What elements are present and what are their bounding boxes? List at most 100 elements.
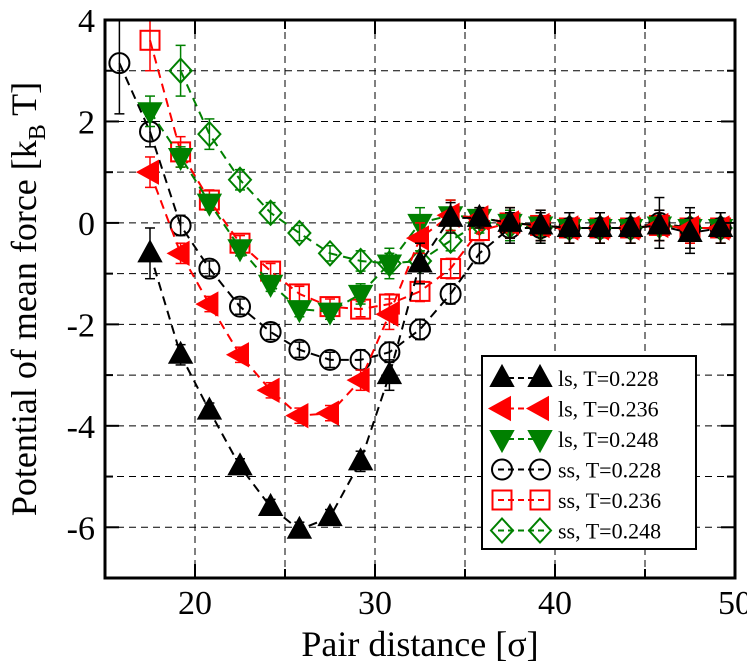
data-point xyxy=(135,159,159,185)
x-axis-title: Pair distance [σ] xyxy=(301,624,538,664)
y-tick-label: 0 xyxy=(78,206,95,243)
data-point xyxy=(646,211,673,235)
data-point xyxy=(195,291,219,317)
data-point xyxy=(376,361,403,385)
legend-entry-5: ss, T=0.248 xyxy=(489,517,661,544)
data-point xyxy=(347,284,374,309)
data-point xyxy=(288,338,311,361)
data-point xyxy=(468,242,491,265)
legend-label: ls, T=0.248 xyxy=(558,427,659,452)
data-point xyxy=(108,52,131,75)
data-point xyxy=(409,318,431,341)
data-point xyxy=(137,102,163,126)
series-5 xyxy=(168,44,733,277)
data-point xyxy=(198,257,221,280)
data-point xyxy=(169,214,192,237)
data-point xyxy=(438,227,463,255)
series-layer xyxy=(108,20,734,539)
legend-marker xyxy=(527,363,553,387)
legend-entry-4: ss, T=0.236 xyxy=(491,488,661,513)
data-point xyxy=(196,396,223,420)
y-tick-label: -4 xyxy=(67,409,95,446)
data-point xyxy=(617,213,644,237)
legend-label: ss, T=0.228 xyxy=(558,458,661,483)
legend-marker xyxy=(489,430,515,454)
legend-marker xyxy=(525,395,549,422)
data-point xyxy=(346,367,370,393)
data-point xyxy=(317,302,343,326)
data-point xyxy=(315,400,339,426)
data-point xyxy=(227,452,253,476)
data-point xyxy=(258,199,283,227)
y-tick-label: 4 xyxy=(78,3,95,40)
data-point xyxy=(227,166,253,194)
legend-marker xyxy=(489,517,515,544)
legend-entry-2: ls, T=0.248 xyxy=(489,427,659,454)
data-point xyxy=(317,503,343,527)
data-point xyxy=(375,301,399,327)
legend-label: ss, T=0.248 xyxy=(558,519,661,544)
data-point xyxy=(407,249,433,273)
data-point xyxy=(376,254,403,278)
data-point xyxy=(497,208,523,232)
data-point xyxy=(167,340,194,364)
legend: ls, T=0.228 ls, T=0.236 ls, T=0.248 ss, T=0… xyxy=(481,355,697,550)
data-point xyxy=(166,240,190,267)
data-point xyxy=(319,348,341,371)
data-point xyxy=(347,447,374,471)
y-tick-label: -6 xyxy=(67,510,95,547)
y-axis-title: Potential of mean force [kB T] xyxy=(4,82,51,516)
legend-label: ls, T=0.236 xyxy=(558,397,659,422)
data-point xyxy=(707,213,734,237)
data-point xyxy=(440,258,462,280)
legend-label: ss, T=0.236 xyxy=(558,488,661,513)
y-tick-label: -2 xyxy=(67,307,95,344)
axis-ticks: 20 30 40 50 -6 -4 -2 0 2 4 xyxy=(67,3,747,622)
legend-marker xyxy=(491,458,513,481)
legend-box xyxy=(481,355,697,550)
data-point xyxy=(348,247,373,275)
series-2 xyxy=(137,95,734,326)
legend-marker xyxy=(527,430,553,454)
data-point xyxy=(439,282,462,305)
data-point xyxy=(257,274,284,298)
data-point xyxy=(259,320,282,343)
data-point xyxy=(527,211,554,235)
data-point xyxy=(317,239,343,267)
data-point xyxy=(225,342,249,368)
x-tick-label: 50 xyxy=(718,585,747,622)
data-point xyxy=(556,213,583,237)
data-point xyxy=(677,218,703,243)
data-point xyxy=(286,300,313,324)
series-line xyxy=(149,110,721,313)
data-point xyxy=(137,239,163,263)
legend-label: ls, T=0.228 xyxy=(558,366,659,391)
data-point xyxy=(257,492,284,516)
data-point xyxy=(167,147,194,172)
data-point xyxy=(587,213,613,237)
x-tick-label: 20 xyxy=(178,585,212,622)
legend-marker xyxy=(527,517,553,544)
data-point xyxy=(286,515,313,539)
legend-entry-0: ls, T=0.228 xyxy=(489,363,659,391)
y-tick-label: 2 xyxy=(78,104,95,141)
x-tick-label: 40 xyxy=(538,585,572,622)
data-point xyxy=(139,29,161,51)
data-point xyxy=(437,203,464,227)
data-point xyxy=(196,193,223,217)
series-0 xyxy=(137,201,734,539)
legend-entry-3: ss, T=0.228 xyxy=(491,458,661,483)
data-point xyxy=(168,57,193,85)
legend-marker xyxy=(529,458,551,481)
data-point xyxy=(287,219,312,247)
series-line xyxy=(149,40,721,311)
legend-marker xyxy=(491,489,513,511)
plot-frame xyxy=(103,18,737,580)
data-point xyxy=(256,377,280,404)
data-point xyxy=(285,402,309,429)
data-point xyxy=(227,239,253,263)
data-point xyxy=(229,295,251,318)
legend-marker xyxy=(487,395,511,422)
data-point xyxy=(466,203,493,227)
